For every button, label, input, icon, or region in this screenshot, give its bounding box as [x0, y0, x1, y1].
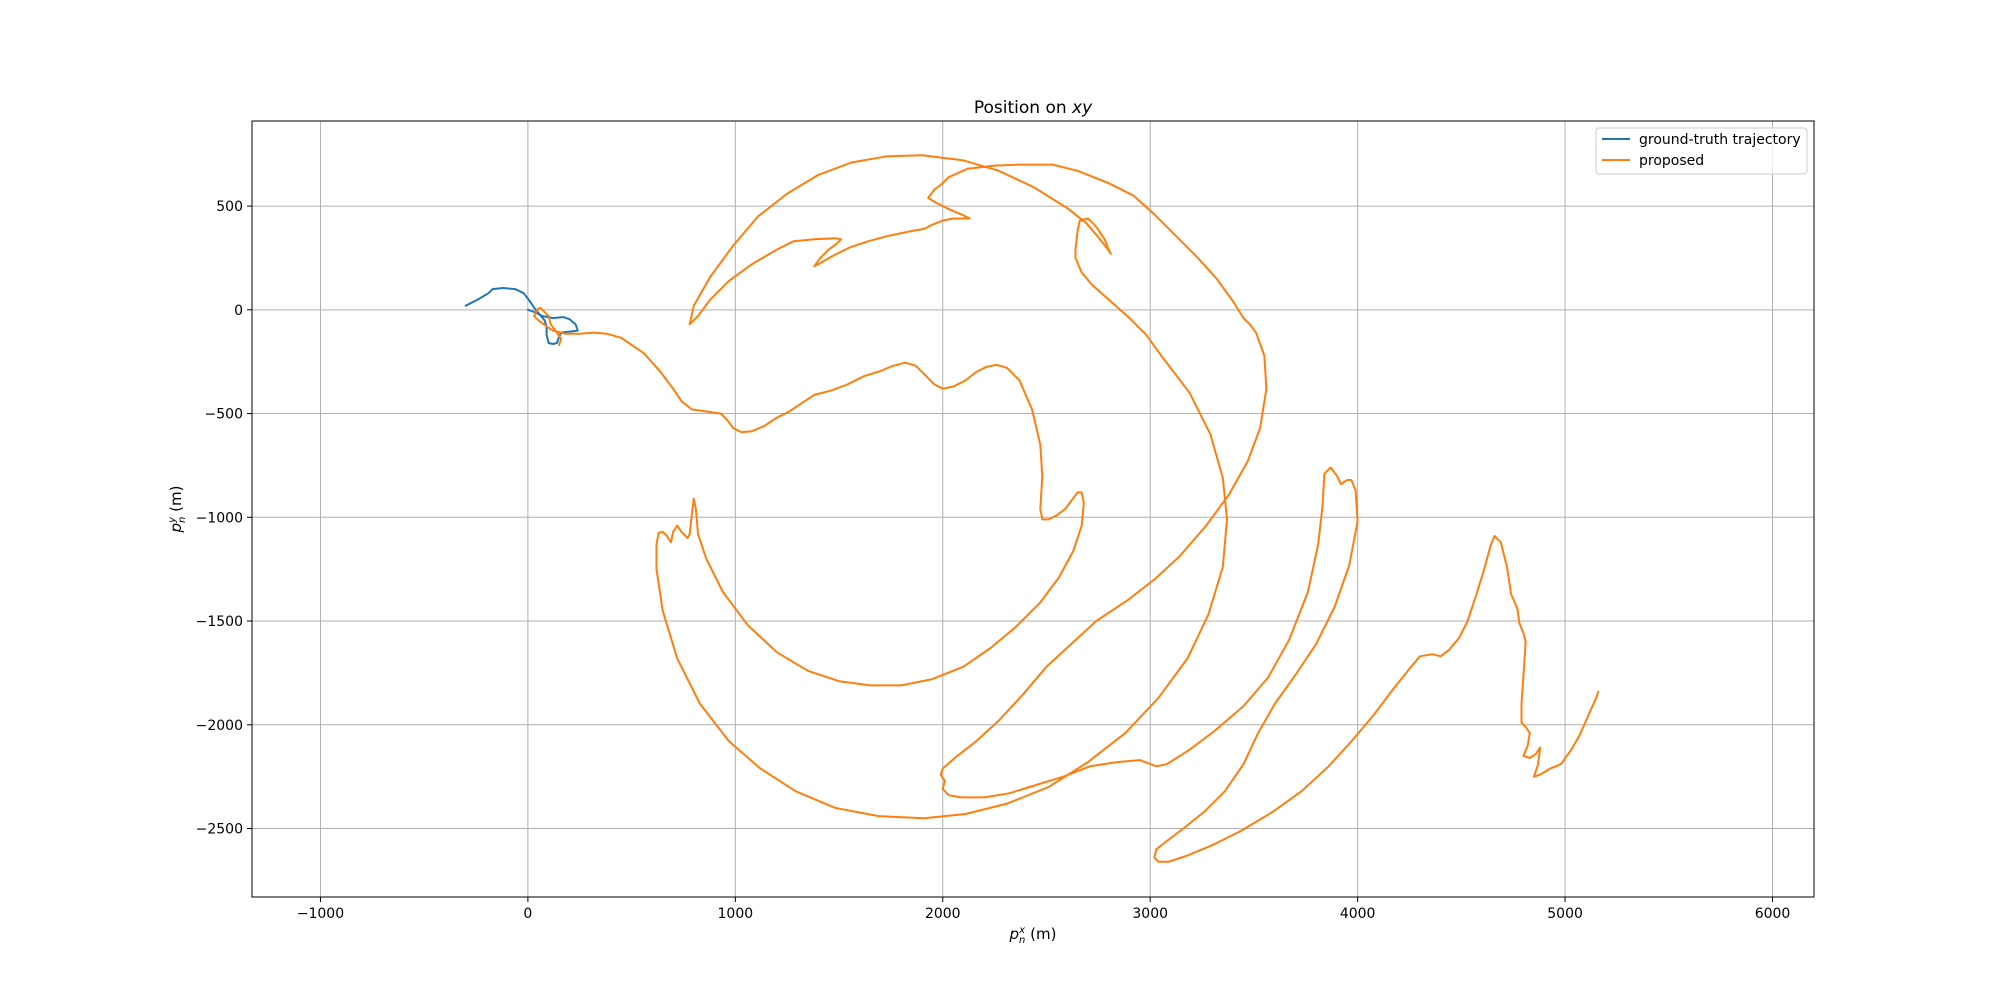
y-tick-label: −500	[205, 407, 243, 423]
y-tick-label: 500	[216, 199, 243, 215]
y-axis-label: pyn (m)	[167, 486, 188, 534]
x-tick-label: 3000	[1132, 906, 1168, 922]
legend: ground-truth trajectory proposed	[1595, 127, 1808, 175]
x-tick-label: 6000	[1755, 906, 1791, 922]
legend-box	[1595, 127, 1808, 175]
plot-series	[464, 154, 1600, 863]
axis-ticks: −1000 0 1000 2000 3000 4000 5000 60005000−500−1…	[196, 199, 1791, 922]
legend-label-ground-truth: ground-truth trajectory	[1639, 132, 1801, 148]
x-tick-label: 5000	[1547, 906, 1583, 922]
y-tick-label: −2500	[196, 822, 243, 838]
x-axis-label: px n (m)	[1009, 925, 1057, 946]
y-tick-label: −1000	[196, 510, 243, 526]
y-tick-label: −2000	[196, 718, 243, 734]
series-line-proposed	[533, 154, 1600, 863]
series-line-ground-truth	[464, 287, 579, 345]
plot-frame	[251, 120, 1815, 898]
y-tick-label: −1500	[196, 614, 243, 630]
x-tick-label: 2000	[925, 906, 961, 922]
legend-label-proposed: proposed	[1639, 153, 1704, 169]
x-tick-label: 1000	[718, 906, 754, 922]
y-tick-label: 0	[234, 303, 243, 319]
x-tick-label: 0	[523, 906, 532, 922]
x-tick-label: 4000	[1340, 906, 1376, 922]
chart-title: Position on xy	[974, 98, 1093, 118]
x-tick-label: −1000	[297, 906, 344, 922]
